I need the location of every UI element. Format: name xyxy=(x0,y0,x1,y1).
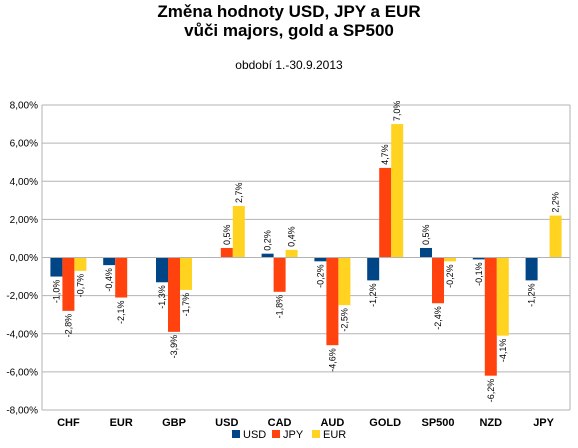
y-tick-label: 6,00% xyxy=(10,139,38,150)
data-label: -0,7% xyxy=(75,274,85,298)
data-label: -2,1% xyxy=(116,301,126,325)
bar-jpy-eur xyxy=(115,257,128,298)
data-label: -1,2% xyxy=(527,283,537,307)
bar-usd-gbp xyxy=(156,257,168,283)
data-label: -0,2% xyxy=(315,264,325,288)
x-tick-label: SP500 xyxy=(421,417,454,429)
legend-label-eur: EUR xyxy=(323,429,346,441)
data-label: -1,3% xyxy=(157,285,167,309)
bar-jpy-gold xyxy=(379,167,392,258)
y-tick-label: -2,00% xyxy=(6,291,38,302)
chart-subtitle: období 1.-30.9.2013 xyxy=(235,58,343,72)
data-label: -0,1% xyxy=(474,262,484,286)
y-tick-label: -8,00% xyxy=(6,406,38,417)
x-tick-label: GOLD xyxy=(369,417,401,429)
x-tick-label: CHF xyxy=(57,417,80,429)
y-tick-label: -4,00% xyxy=(6,329,38,340)
data-label: -1,0% xyxy=(51,280,61,304)
data-label: 0,5% xyxy=(222,224,232,245)
data-label: -4,6% xyxy=(327,348,337,372)
data-label: -1,2% xyxy=(368,283,378,307)
bar-jpy-cad xyxy=(273,257,286,292)
legend-label-usd: USD xyxy=(243,429,266,441)
data-label: 2,2% xyxy=(551,192,561,213)
bar-eur-usd xyxy=(232,206,245,258)
bar-eur-sp500 xyxy=(444,257,456,262)
data-label: -0,2% xyxy=(445,264,455,288)
data-label: -6,2% xyxy=(486,379,496,403)
bar-jpy-chf xyxy=(62,257,75,311)
legend-swatch-usd xyxy=(232,430,240,438)
bar-eur-jpy xyxy=(549,215,562,258)
bar-usd-gold xyxy=(367,257,380,281)
x-tick-label: AUD xyxy=(320,417,344,429)
bar-jpy-aud xyxy=(326,257,339,346)
x-tick-label: EUR xyxy=(110,417,133,429)
chart-title: Změna hodnoty USD, JPY a EUR xyxy=(157,2,421,21)
x-tick-label: USD xyxy=(215,417,238,429)
data-label: -2,5% xyxy=(339,308,349,332)
bar-eur-gold xyxy=(391,124,404,258)
bar-eur-cad xyxy=(285,249,298,258)
data-label: -1,8% xyxy=(275,295,285,319)
y-tick-label: 4,00% xyxy=(10,177,38,188)
x-tick-label: NZD xyxy=(479,417,502,429)
bar-jpy-sp500 xyxy=(432,257,444,304)
bar-eur-aud xyxy=(338,257,351,306)
data-label: 0,4% xyxy=(287,226,297,247)
data-label: -1,7% xyxy=(181,293,191,317)
y-tick-label: 2,00% xyxy=(10,215,38,226)
legend-swatch-eur xyxy=(312,430,320,438)
data-label: -2,8% xyxy=(63,314,73,338)
data-label: -4,1% xyxy=(498,339,508,363)
bar-usd-aud xyxy=(314,257,327,262)
bar-eur-nzd xyxy=(496,257,509,336)
data-label: -0,4% xyxy=(104,268,114,292)
bar-jpy-nzd xyxy=(484,257,497,376)
bar-usd-eur xyxy=(103,257,116,266)
data-label: -2,4% xyxy=(433,306,443,330)
bar-usd-jpy xyxy=(525,257,538,281)
bar-usd-nzd xyxy=(472,257,485,260)
chart-title-line2: vůči majors, gold a SP500 xyxy=(184,21,394,40)
data-label: 0,5% xyxy=(421,224,431,245)
bar-eur-chf xyxy=(74,257,87,271)
data-label: 4,7% xyxy=(380,144,390,165)
legend-label-jpy: JPY xyxy=(283,429,304,441)
legend-swatch-jpy xyxy=(272,430,280,438)
bar-usd-sp500 xyxy=(420,247,432,258)
y-tick-label: 0,00% xyxy=(10,253,38,264)
bar-usd-chf xyxy=(50,257,63,277)
x-tick-label: CAD xyxy=(268,417,292,429)
bar-usd-cad xyxy=(261,253,274,258)
x-tick-label: GBP xyxy=(162,417,186,429)
y-tick-label: 8,00% xyxy=(10,101,38,112)
y-tick-label: -6,00% xyxy=(6,367,38,378)
data-label: 0,2% xyxy=(263,230,273,251)
data-label: 7,0% xyxy=(392,101,402,122)
data-label: -3,9% xyxy=(169,335,179,359)
bar-eur-gbp xyxy=(180,257,192,290)
x-tick-label: JPY xyxy=(533,417,554,429)
bar-jpy-usd xyxy=(220,247,233,258)
bar-jpy-gbp xyxy=(168,257,180,332)
data-label: 2,7% xyxy=(234,183,244,204)
